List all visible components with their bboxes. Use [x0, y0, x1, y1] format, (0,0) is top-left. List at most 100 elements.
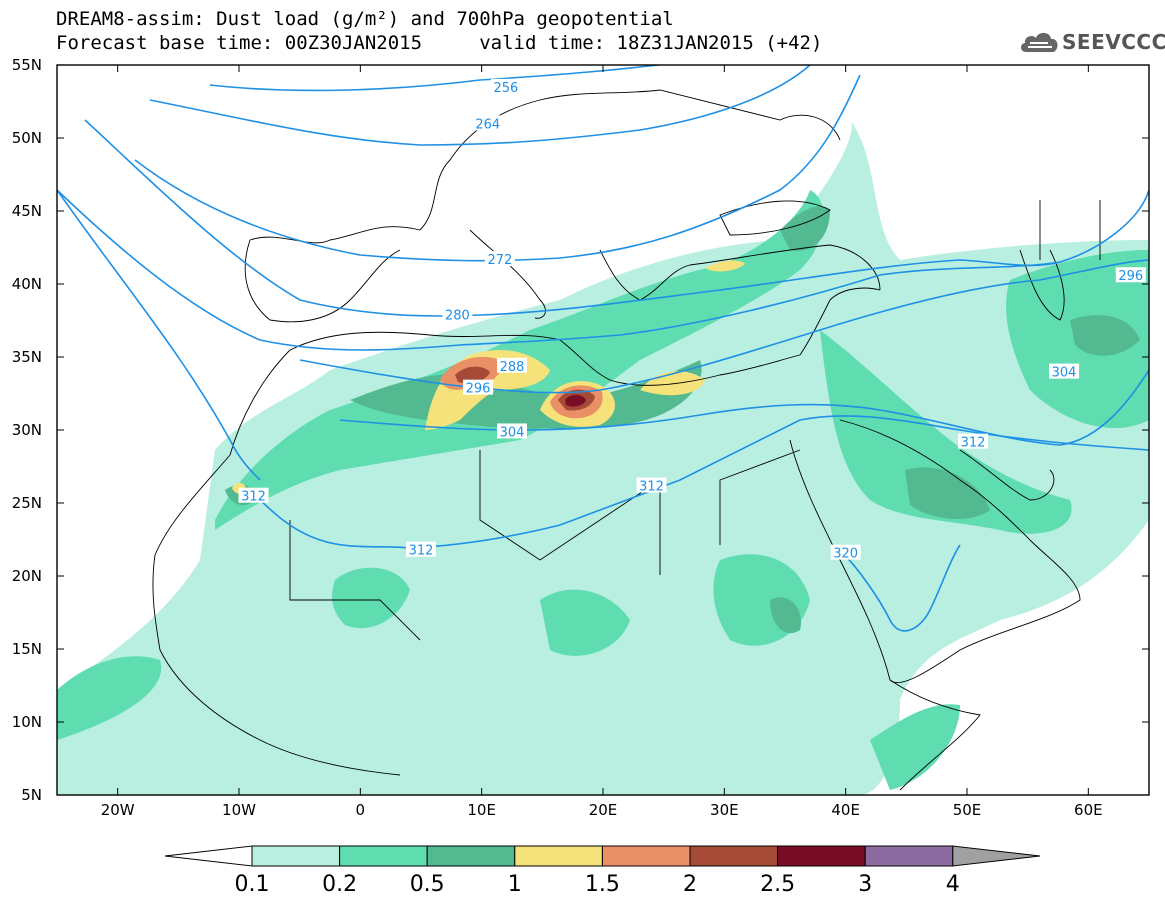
svg-text:312: 312 — [961, 436, 986, 451]
svg-text:296: 296 — [1118, 269, 1143, 284]
lat-tick-label: 20N — [11, 567, 42, 585]
contour-label: 312 — [636, 477, 667, 494]
lon-tick-label: 60E — [1074, 801, 1103, 819]
contour-label: 296 — [463, 379, 494, 397]
coastline-north-africa — [229, 331, 801, 456]
lat-tick-label: 30N — [11, 421, 42, 439]
lat-tick-label: 50N — [11, 129, 42, 147]
svg-text:304: 304 — [500, 425, 525, 440]
contour-label: 272 — [484, 251, 515, 268]
lon-tick-label: 10E — [467, 801, 496, 819]
contour-296-west — [57, 189, 261, 481]
lat-tick-label: 5N — [21, 786, 42, 804]
dust-region-medium — [57, 656, 162, 740]
dust-region-dark — [905, 467, 990, 520]
colorbar-segment — [514, 845, 603, 867]
dust-region-brown — [455, 366, 490, 384]
colorbar-under-arrow — [164, 845, 253, 867]
logo-text: SEEVCCC — [1062, 30, 1165, 54]
contour-256 — [209, 65, 666, 92]
colorbar-over-arrow — [952, 845, 1041, 867]
contour-labels: 256 264 272 280 288 296 304 312 312 312 312 304 296 3… — [238, 78, 1146, 562]
lon-tick-label: 40E — [831, 801, 860, 819]
colorbar-label: 4 — [945, 872, 960, 897]
svg-text:288: 288 — [500, 360, 525, 375]
coastline-italy — [469, 229, 546, 319]
contour-label: 304 — [1049, 363, 1080, 381]
svg-text:312: 312 — [241, 490, 266, 505]
colorbar-label: 1.5 — [584, 872, 620, 897]
contour-label: 264 — [472, 115, 503, 132]
lat-tick-label: 45N — [11, 202, 42, 220]
colorbar-segment — [251, 845, 341, 867]
contour-label: 256 — [490, 78, 521, 96]
dust-field — [57, 120, 1149, 795]
contour-312-west — [249, 489, 561, 549]
tick-marks — [57, 64, 1149, 796]
contour-label: 304 — [497, 423, 527, 440]
cloud-icon — [1020, 32, 1058, 52]
contour-label: 312 — [958, 433, 989, 451]
dust-region-maroon — [565, 394, 586, 407]
lon-tick-label: 10W — [222, 801, 256, 819]
contour-296 — [299, 259, 1149, 394]
seevccc-logo: SEEVCCC — [1018, 26, 1165, 60]
coastline-caspian — [1019, 249, 1065, 321]
coastline-iberia — [244, 239, 401, 323]
colorbar-label: 0.1 — [234, 872, 270, 897]
dust-region-dark — [770, 597, 801, 634]
border — [719, 449, 801, 545]
contour-272 — [134, 74, 861, 262]
contour-label: 320 — [830, 544, 861, 562]
coastline-turkey — [689, 244, 881, 291]
contour-label: 296 — [1115, 267, 1146, 284]
colorbar-label: 0.5 — [409, 872, 445, 897]
colorbar-label: 2 — [683, 872, 697, 897]
svg-text:264: 264 — [475, 117, 500, 132]
colorbar-label: 2.5 — [760, 872, 796, 897]
lon-tick-label: 30E — [710, 801, 739, 819]
lon-tick-label: 0 — [355, 801, 366, 819]
svg-text:304: 304 — [1052, 366, 1077, 381]
coastline-red-sea — [789, 439, 891, 681]
lat-tick-label: 40N — [11, 275, 42, 293]
dust-region-medium — [820, 330, 1072, 534]
border — [479, 450, 661, 575]
lon-tick-label: 20W — [100, 801, 135, 819]
contour-label: 288 — [497, 357, 527, 375]
coastline-arabia — [839, 419, 1081, 684]
map-title: DREAM8-assim: Dust load (g/m²) and 700hP… — [56, 8, 674, 30]
coastline-west-africa — [152, 454, 401, 776]
contour-label: 312 — [406, 541, 436, 559]
coastline-black-sea — [719, 200, 831, 236]
contour-label: 280 — [442, 306, 473, 324]
coastline-europe — [249, 89, 841, 244]
svg-text:312: 312 — [639, 479, 664, 494]
dust-region-medium — [332, 567, 410, 629]
colorbar-segment — [777, 845, 866, 867]
colorbar-segment — [339, 845, 428, 867]
contour-264 — [149, 65, 811, 146]
dust-region-medium — [540, 589, 630, 656]
lat-tick-label: 35N — [11, 348, 42, 366]
lat-tick-label: 10N — [11, 713, 42, 731]
lon-tick-label: 50E — [952, 801, 982, 819]
svg-text:272: 272 — [487, 253, 512, 268]
coastline-persian-gulf — [959, 449, 1055, 501]
svg-text:256: 256 — [494, 81, 519, 96]
contour-288 — [57, 189, 1061, 351]
svg-text:296: 296 — [466, 382, 491, 397]
colorbar-segment — [864, 845, 954, 867]
coastlines — [152, 89, 1101, 791]
border — [1039, 200, 1101, 260]
svg-text:320: 320 — [833, 547, 858, 562]
lat-tick-label: 55N — [11, 56, 42, 74]
forecast-time-line: Forecast base time: 00Z30JAN2015 valid t… — [56, 32, 823, 54]
lat-tick-label: 15N — [11, 640, 42, 658]
dust-region-dark — [1070, 315, 1140, 356]
colorbar-label: 1 — [507, 872, 522, 897]
contour-320 — [839, 544, 961, 632]
coastline-horn — [889, 679, 981, 791]
colorbar — [164, 845, 1041, 867]
